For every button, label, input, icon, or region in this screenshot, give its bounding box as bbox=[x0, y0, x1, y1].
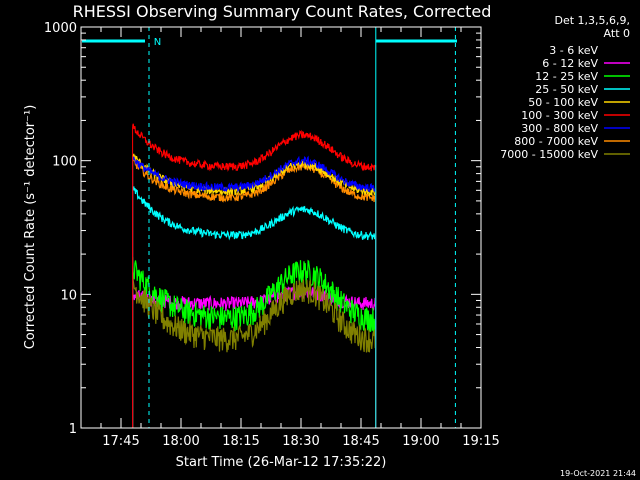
y-tick-label: 100 bbox=[52, 155, 77, 170]
x-tick-label: 18:15 bbox=[222, 434, 259, 449]
legend-header-line-2: Att 0 bbox=[604, 27, 630, 40]
legend-label: 12 - 25 keV bbox=[535, 70, 598, 83]
legend-label: 100 - 300 keV bbox=[521, 109, 598, 122]
x-tick-label: 19:00 bbox=[402, 434, 439, 449]
attenuator-label: N bbox=[154, 37, 161, 48]
y-axis-label: Corrected Count Rate (s⁻¹ detector⁻¹) bbox=[23, 105, 38, 350]
series-line-800-7000kev bbox=[132, 156, 377, 203]
x-tick-label: 18:00 bbox=[162, 434, 199, 449]
x-tick-label: 18:45 bbox=[342, 434, 379, 449]
legend-label: 7000 - 15000 keV bbox=[500, 148, 598, 161]
legend-label: 6 - 12 keV bbox=[542, 57, 598, 70]
series-line-300-800kev bbox=[132, 155, 376, 193]
legend-label: 50 - 100 keV bbox=[528, 96, 598, 109]
y-tick-label: 10 bbox=[60, 288, 77, 303]
x-tick-label: 19:15 bbox=[462, 434, 499, 449]
x-tick-label: 17:45 bbox=[102, 434, 139, 449]
series-line-7000-15000kev bbox=[132, 275, 377, 353]
axes: 1 10 100 1000 17:45 18:00 18:15 18:30 18:45 19:00… bbox=[44, 21, 500, 449]
timestamp: 19-Oct-2021 21:44 bbox=[560, 469, 636, 478]
x-axis-label: Start Time (26-Mar-12 17:35:22) bbox=[176, 455, 387, 470]
chart-title: RHESSI Observing Summary Count Rates, Co… bbox=[73, 2, 492, 21]
x-tick-label: 18:30 bbox=[282, 434, 319, 449]
legend-header-line-1: Det 1,3,5,6,9, bbox=[554, 14, 630, 27]
series-line-100-300kev bbox=[132, 123, 377, 172]
legend-label: 25 - 50 keV bbox=[535, 83, 598, 96]
y-tick-label: 1000 bbox=[44, 21, 77, 36]
series-line-12-25kev bbox=[132, 257, 377, 332]
series-line-3-6kev bbox=[132, 334, 376, 429]
legend-label: 800 - 7000 keV bbox=[514, 135, 598, 148]
legend-label: 3 - 6 keV bbox=[549, 44, 598, 57]
series-line-25-50kev bbox=[132, 186, 377, 241]
y-tick-label: 1 bbox=[69, 422, 77, 437]
legend-label: 300 - 800 keV bbox=[521, 122, 598, 135]
